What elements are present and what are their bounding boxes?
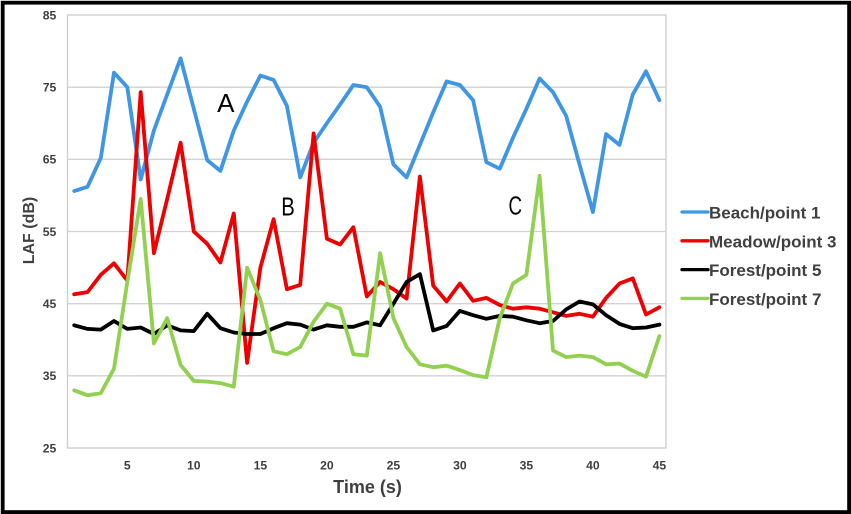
svg-text:Beach/point 1: Beach/point 1 bbox=[709, 204, 820, 223]
svg-text:Forest/point 5: Forest/point 5 bbox=[709, 261, 821, 280]
svg-text:Forest/point 7: Forest/point 7 bbox=[709, 290, 821, 309]
svg-text:C: C bbox=[509, 191, 523, 221]
svg-text:65: 65 bbox=[43, 153, 57, 167]
svg-text:10: 10 bbox=[187, 458, 201, 472]
svg-text:85: 85 bbox=[43, 8, 57, 22]
svg-text:LAF (dB): LAF (dB) bbox=[21, 197, 38, 265]
svg-text:15: 15 bbox=[254, 458, 268, 472]
svg-text:45: 45 bbox=[43, 297, 57, 311]
svg-text:B: B bbox=[281, 192, 295, 222]
svg-text:40: 40 bbox=[586, 458, 600, 472]
svg-text:35: 35 bbox=[520, 458, 534, 472]
svg-text:35: 35 bbox=[43, 369, 57, 383]
svg-text:Meadow/point 3: Meadow/point 3 bbox=[709, 232, 837, 251]
svg-text:20: 20 bbox=[320, 458, 334, 472]
svg-text:Time (s): Time (s) bbox=[333, 477, 402, 497]
svg-text:75: 75 bbox=[43, 81, 57, 95]
svg-text:A: A bbox=[217, 88, 235, 118]
svg-text:30: 30 bbox=[453, 458, 467, 472]
svg-text:45: 45 bbox=[653, 458, 667, 472]
svg-text:25: 25 bbox=[43, 441, 57, 455]
svg-text:55: 55 bbox=[43, 225, 57, 239]
svg-text:25: 25 bbox=[387, 458, 401, 472]
svg-text:5: 5 bbox=[124, 458, 131, 472]
